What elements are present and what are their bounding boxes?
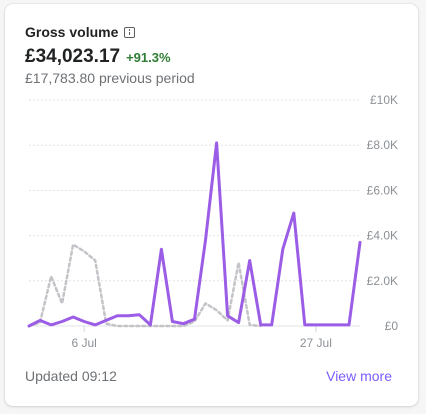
y-tick-label: £2.0K <box>367 274 398 288</box>
card-header: Gross volume <box>25 24 136 40</box>
card-title: Gross volume <box>25 24 119 40</box>
updated-timestamp: Updated 09:12 <box>25 368 117 384</box>
view-more-link[interactable]: View more <box>326 368 392 384</box>
gross-volume-card: Gross volume £34,023.17 +91.3% £17,783.8… <box>5 4 418 406</box>
x-tick-label: 6 Jul <box>71 336 96 350</box>
gross-volume-chart: £0 £2.0K £4.0K £6.0K £8.0K £10K 6 Jul 27 Jul <box>27 93 399 350</box>
value-row: £34,023.17 +91.3% <box>25 46 171 68</box>
y-tick-label: £4.0K <box>367 229 398 243</box>
previous-period-line <box>27 243 262 328</box>
chart-series <box>27 141 362 328</box>
y-tick-label: £6.0K <box>367 183 398 197</box>
x-axis: 6 Jul 27 Jul <box>71 326 332 350</box>
y-tick-label: £10K <box>370 93 398 107</box>
previous-period-value: £17,783.80 previous period <box>25 70 195 86</box>
gross-volume-value: £34,023.17 <box>25 46 121 67</box>
change-percentage: +91.3% <box>126 50 171 65</box>
y-tick-label: £0 <box>385 319 399 333</box>
y-tick-label: £8.0K <box>367 138 398 152</box>
x-tick-label: 27 Jul <box>300 336 332 350</box>
y-axis: £0 £2.0K £4.0K £6.0K £8.0K £10K <box>367 93 399 333</box>
chart-grid <box>29 99 360 327</box>
info-icon[interactable] <box>124 26 136 38</box>
current-period-line <box>27 141 362 328</box>
